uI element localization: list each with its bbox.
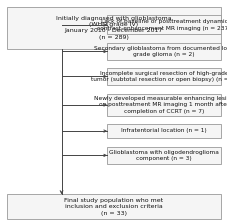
FancyBboxPatch shape <box>107 68 220 85</box>
Text: Secondary glioblastoma from documented low-
grade glioma (n = 2): Secondary glioblastoma from documented l… <box>94 46 227 57</box>
Text: Newly developed measurable enhancing lesion
on posttreatment MR imaging 1 month : Newly developed measurable enhancing les… <box>94 96 227 114</box>
FancyBboxPatch shape <box>107 94 220 116</box>
FancyBboxPatch shape <box>7 194 220 219</box>
Text: Infratentorial location (n = 1): Infratentorial location (n = 1) <box>121 128 206 133</box>
Text: Incomplete surgical resection of high-grade
tumor (subtotal resection or open bi: Incomplete surgical resection of high-gr… <box>91 71 227 82</box>
Text: Lack of baseline or posttreatment dynamic
contrast-enhancement MR imaging (n = 2: Lack of baseline or posttreatment dynami… <box>97 19 227 30</box>
FancyBboxPatch shape <box>107 15 220 34</box>
Text: Initially diagnosed with glioblastoma
(WHO grade IV)
January 2010 - December 201: Initially diagnosed with glioblastoma (W… <box>56 15 171 40</box>
Text: Glioblastoma with oligodendroglioma
component (n = 3): Glioblastoma with oligodendroglioma comp… <box>109 150 218 161</box>
FancyBboxPatch shape <box>107 124 220 138</box>
FancyBboxPatch shape <box>7 7 220 49</box>
FancyBboxPatch shape <box>107 43 220 60</box>
Text: Final study population who met
inclusion and exclusion criteria
(n = 33): Final study population who met inclusion… <box>64 198 163 215</box>
FancyBboxPatch shape <box>107 147 220 164</box>
